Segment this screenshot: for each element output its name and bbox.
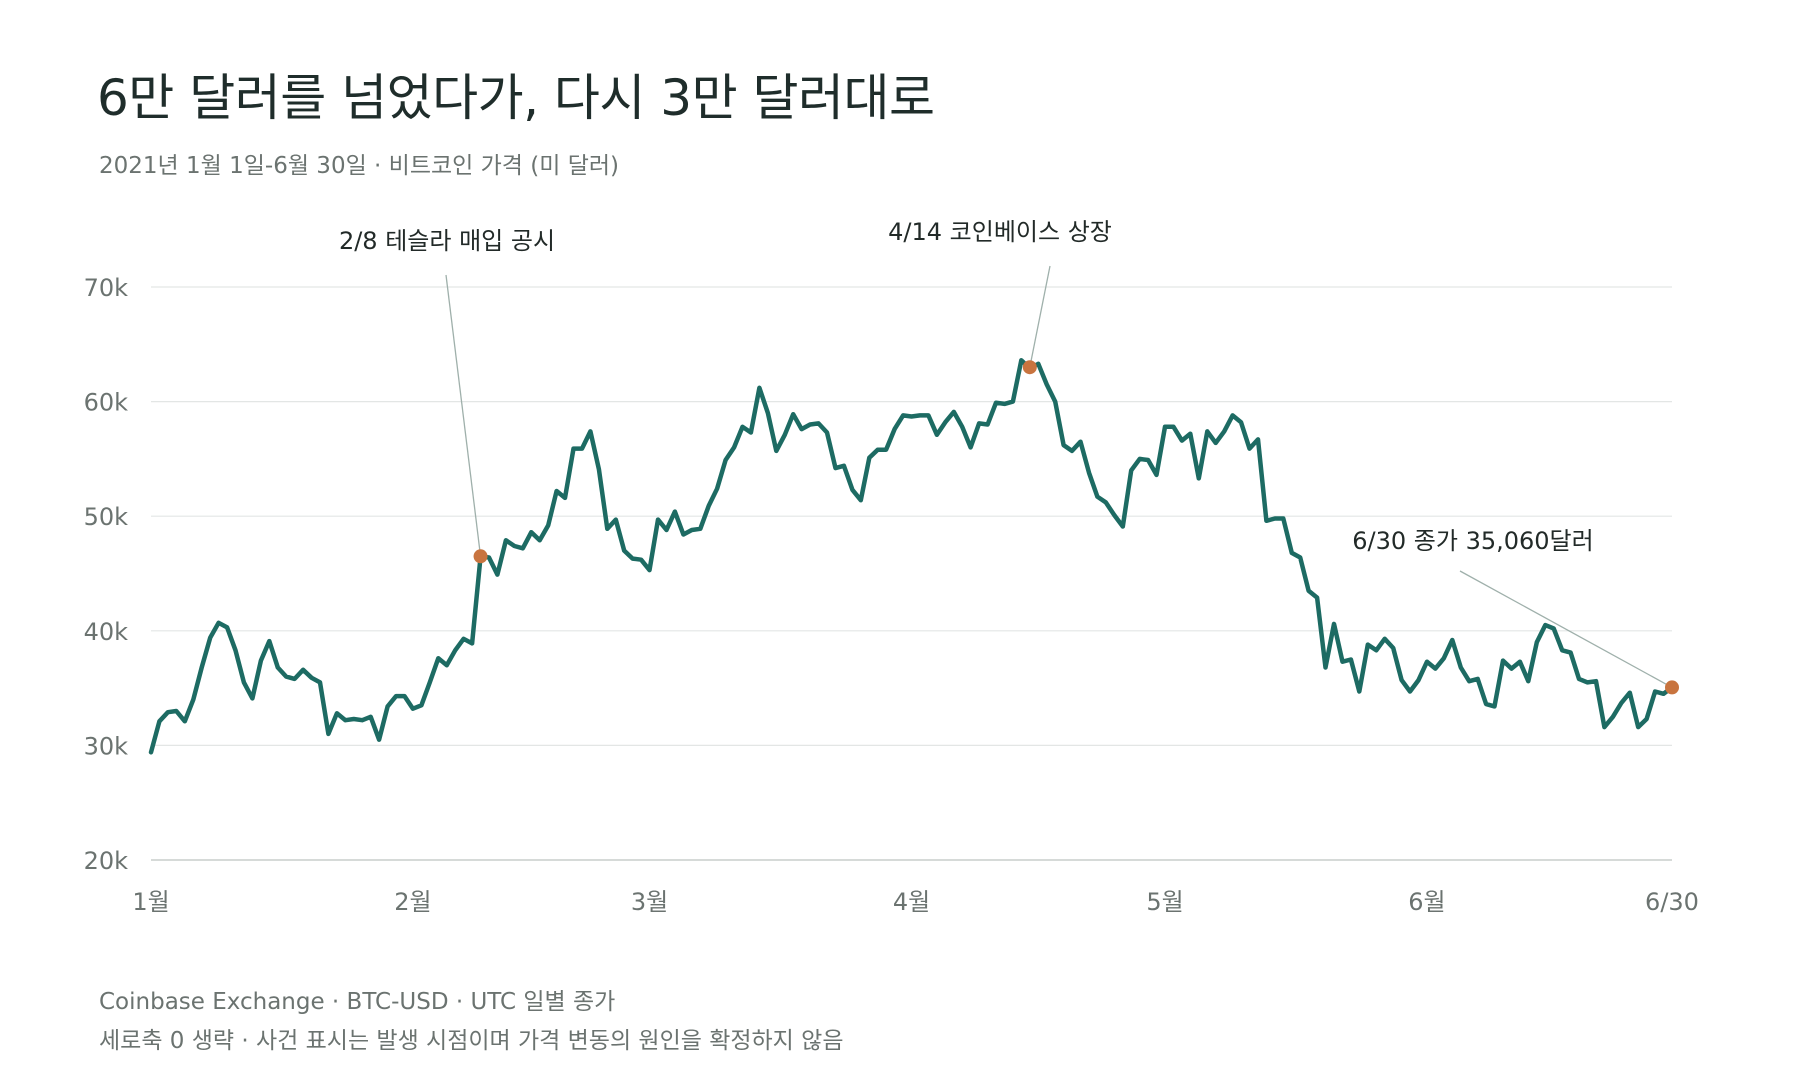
annotations: 2/8 테슬라 매입 공시 4/14 코인베이스 상장 6/30 종가 35,060… [339, 218, 1679, 695]
x-tick-label: 2월 [394, 888, 431, 916]
annotation-leader [1459, 570, 1673, 688]
x-tick-label: 5월 [1146, 888, 1183, 916]
x-tick-label: 3월 [631, 888, 668, 916]
annotation-marker [1665, 680, 1679, 695]
x-tick-label: 6월 [1408, 888, 1445, 916]
x-tick-label: 6/30 [1645, 888, 1699, 916]
annotation-label: 6/30 종가 35,060달러 [1352, 527, 1593, 555]
annotation-marker [473, 549, 488, 564]
y-tick-label: 60k [84, 389, 129, 417]
price-series [148, 358, 1675, 755]
annotation-label: 4/14 코인베이스 상장 [888, 218, 1112, 246]
footnote-source: Coinbase Exchange · BTC-USD · UTC 일별 종가 [99, 989, 616, 1015]
y-tick-label: 30k [84, 732, 129, 760]
annotation-label: 2/8 테슬라 매입 공시 [339, 227, 555, 255]
footnote-note: 세로축 0 생략 · 사건 표시는 발생 시점이며 가격 변동의 원인을 확정하… [99, 1028, 844, 1054]
y-tick-label: 20k [84, 847, 129, 875]
annotation-leader [1029, 265, 1051, 368]
annotation-marker [1022, 360, 1037, 375]
y-tick-label: 50k [84, 503, 129, 531]
x-tick-label: 1월 [132, 888, 169, 916]
series-line [148, 358, 1675, 755]
chart-subtitle: 2021년 1월 1일-6월 30일 · 비트코인 가격 (미 달러) [99, 153, 619, 179]
annotation-leader [445, 274, 482, 557]
annotation-leaders [445, 265, 1673, 688]
grid-lines [151, 286, 1672, 861]
y-tick-label: 70k [84, 274, 129, 302]
x-tick-label: 4월 [893, 888, 930, 916]
chart-title: 6만 달러를 넘었다가, 다시 3만 달러대로 [97, 69, 935, 127]
x-axis-ticks: 1월 2월 3월 4월 5월 6월 6/30 [132, 888, 1699, 916]
y-tick-label: 40k [84, 618, 129, 646]
y-axis-ticks: 20k 30k 40k 50k 60k 70k [84, 274, 129, 875]
